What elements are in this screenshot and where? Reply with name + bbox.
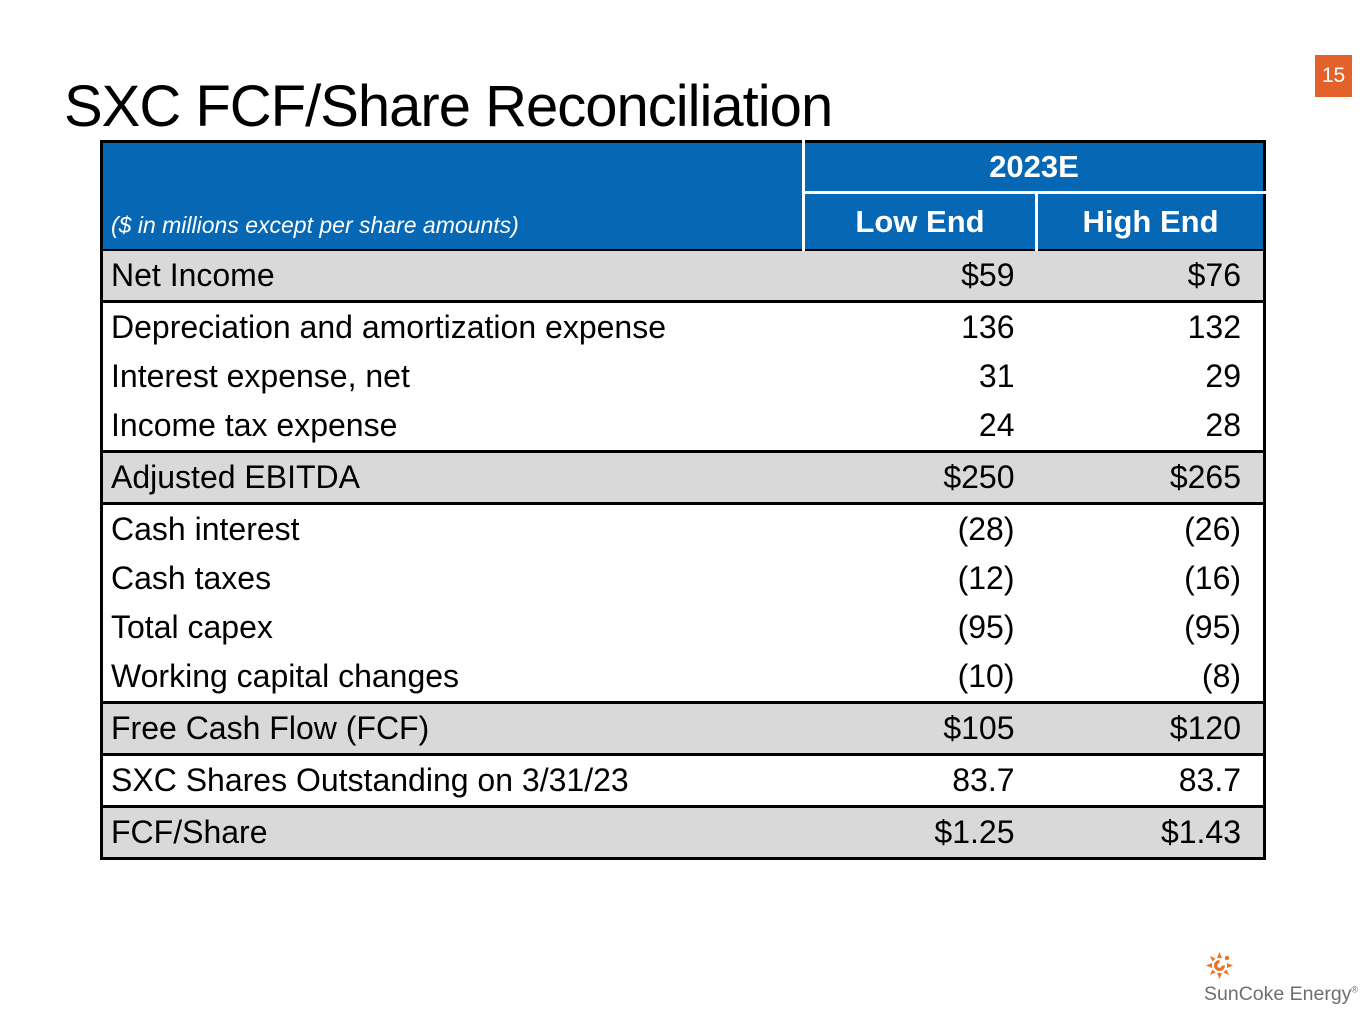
row-value-high: (26) bbox=[1036, 503, 1265, 554]
row-label: Cash interest bbox=[101, 503, 804, 554]
row-value-low: $1.25 bbox=[803, 806, 1037, 859]
row-label: Net Income bbox=[101, 250, 804, 303]
registered-mark: ® bbox=[1351, 984, 1359, 995]
table-row: Net Income $59 $76 bbox=[101, 250, 1265, 303]
row-label: SXC Shares Outstanding on 3/31/23 bbox=[101, 754, 804, 808]
row-value-high: (16) bbox=[1036, 554, 1265, 603]
low-end-header: Low End bbox=[803, 192, 1038, 251]
row-value-low: 24 bbox=[803, 401, 1037, 453]
row-label: Depreciation and amortization expense bbox=[101, 301, 804, 352]
row-value-low: (95) bbox=[803, 603, 1037, 652]
row-value-high: 83.7 bbox=[1036, 754, 1265, 808]
table-row: Working capital changes (10) (8) bbox=[101, 652, 1265, 704]
table-row: Free Cash Flow (FCF) $105 $120 bbox=[101, 702, 1265, 756]
units-note: ($ in millions except per share amounts) bbox=[101, 141, 805, 251]
row-value-high: $76 bbox=[1036, 250, 1265, 303]
suncoke-logo: SunCoke Energy® bbox=[1203, 952, 1358, 1012]
row-value-low: $59 bbox=[803, 250, 1037, 303]
row-value-high: (95) bbox=[1036, 603, 1265, 652]
row-value-high: $120 bbox=[1036, 702, 1265, 756]
logo-wordmark: SunCoke Energy® bbox=[1204, 983, 1358, 1006]
sunburst-icon bbox=[1206, 952, 1233, 979]
table-row: Adjusted EBITDA $250 $265 bbox=[101, 451, 1265, 505]
row-label: Interest expense, net bbox=[101, 352, 804, 401]
table-row: Cash interest (28) (26) bbox=[101, 503, 1265, 554]
table-row: SXC Shares Outstanding on 3/31/23 83.7 8… bbox=[101, 754, 1265, 808]
row-value-high: (8) bbox=[1036, 652, 1265, 704]
row-value-high: 29 bbox=[1036, 352, 1265, 401]
row-value-high: $1.43 bbox=[1036, 806, 1265, 859]
row-value-low: 31 bbox=[803, 352, 1037, 401]
row-value-high: $265 bbox=[1036, 451, 1265, 505]
row-value-low: $105 bbox=[803, 702, 1037, 756]
table-row: FCF/Share $1.25 $1.43 bbox=[101, 806, 1265, 859]
row-label: Adjusted EBITDA bbox=[101, 451, 804, 505]
row-value-low: $250 bbox=[803, 451, 1037, 505]
row-label: Income tax expense bbox=[101, 401, 804, 453]
page-title: SXC FCF/Share Reconciliation bbox=[64, 73, 833, 139]
table-row: Income tax expense 24 28 bbox=[101, 401, 1265, 453]
table-row: Depreciation and amortization expense 13… bbox=[101, 301, 1265, 352]
year-header-cell: 2023E bbox=[803, 141, 1265, 194]
row-value-low: (10) bbox=[803, 652, 1037, 704]
page-number-badge: 15 bbox=[1315, 55, 1352, 97]
row-value-low: (12) bbox=[803, 554, 1037, 603]
page-number: 15 bbox=[1321, 64, 1346, 87]
row-value-high: 28 bbox=[1036, 401, 1265, 453]
row-value-low: 136 bbox=[803, 301, 1037, 352]
row-label: Working capital changes bbox=[101, 652, 804, 704]
row-value-low: 83.7 bbox=[803, 754, 1037, 808]
table-row: Total capex (95) (95) bbox=[101, 603, 1265, 652]
table-row: Cash taxes (12) (16) bbox=[101, 554, 1265, 603]
row-label: Total capex bbox=[101, 603, 804, 652]
row-label: Cash taxes bbox=[101, 554, 804, 603]
row-value-high: 132 bbox=[1036, 301, 1265, 352]
logo-text: SunCoke Energy bbox=[1204, 983, 1352, 1005]
fcf-reconciliation-table: ($ in millions except per share amounts)… bbox=[100, 140, 1267, 860]
row-label: FCF/Share bbox=[101, 806, 804, 859]
row-value-low: (28) bbox=[803, 503, 1037, 554]
row-label: Free Cash Flow (FCF) bbox=[101, 702, 804, 756]
table-header: ($ in millions except per share amounts)… bbox=[101, 141, 1265, 251]
table-row: Interest expense, net 31 29 bbox=[101, 352, 1265, 401]
high-end-header: High End bbox=[1036, 192, 1265, 251]
